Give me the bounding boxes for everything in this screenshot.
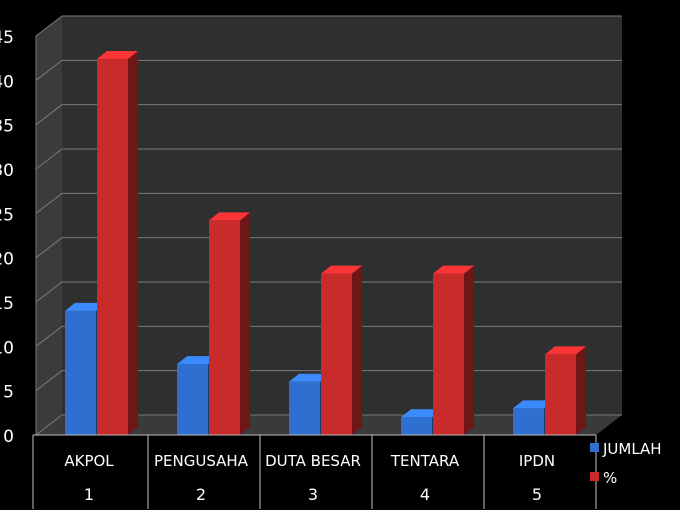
bar-top [513,400,554,409]
x-tick-label: IPDN [519,452,555,470]
bar-front [513,408,544,435]
bar-top [177,356,218,365]
legend-swatch-percent [590,472,599,481]
x-tick-number: 2 [196,485,206,504]
x-tick-number: 3 [308,485,318,504]
y-tick-label: 25 [0,205,14,225]
x-tick-label: TENTARA [390,452,460,470]
gridlines [35,15,622,436]
bar-top [65,302,106,311]
bar-front [401,417,432,435]
bar-top [97,51,138,60]
gridline [35,15,622,37]
bar-side [352,265,362,435]
bar-front [289,381,320,435]
bar-front [545,354,576,435]
legend: JUMLAH % [590,440,662,487]
bar-duta-besar-jumlah [289,373,330,435]
x-tick-label: AKPOL [64,452,114,470]
bar-akpol-percent [97,51,138,435]
y-axis: 0 5 10 15 20 25 30 35 40 45 [0,28,37,447]
y-tick-label: 0 [3,427,14,447]
bar-front [321,273,352,435]
y-tick-label: 40 [0,72,14,92]
bar-top [289,373,330,382]
bar-side [464,265,474,435]
category-table: AKPOL 1 PENGUSAHA 2 DUTA BESAR 3 TENTARA 4 IPDN 5 [32,434,597,509]
legend-label-jumlah: JUMLAH [602,440,662,458]
bar-side [576,346,586,435]
x-tick-number: 5 [532,485,542,504]
bar-top [545,346,586,355]
bar-side [240,212,250,435]
y-tick-label: 30 [0,161,14,181]
gridline [35,237,622,259]
y-tick-label: 5 [3,383,14,403]
bar-pengusaha-percent [209,212,250,435]
gridline [35,148,622,170]
gridline [35,59,622,81]
y-tick-label: 20 [0,250,14,270]
x-tick-number: 4 [420,485,430,504]
legend-label-percent: % [603,469,617,487]
bar-top [321,265,362,274]
back-wall [62,16,622,415]
bars [65,51,586,435]
side-wall [36,16,62,435]
bar-front [177,364,208,435]
x-tick-number: 1 [84,485,94,504]
gridline [35,104,622,126]
y-tick-label: 45 [0,28,14,48]
bar-side [128,51,138,435]
y-tick-label: 35 [0,117,14,137]
bar-front [65,310,96,435]
x-tick-label: PENGUSAHA [154,452,249,470]
bar-top [401,409,442,418]
bar-top [433,265,474,274]
y-tick-label: 10 [0,338,14,358]
gridline [35,192,622,214]
bar-duta-besar-percent [321,265,362,435]
bar-front [209,220,240,435]
y-tick-label: 15 [0,294,14,314]
bar-tentara-percent [433,265,474,435]
bar-front [97,59,128,435]
x-tick-label: DUTA BESAR [265,452,361,470]
legend-swatch-jumlah [590,443,599,452]
bar-front [433,273,464,435]
bar-top [209,212,250,221]
bar-ipdn-percent [545,346,586,435]
